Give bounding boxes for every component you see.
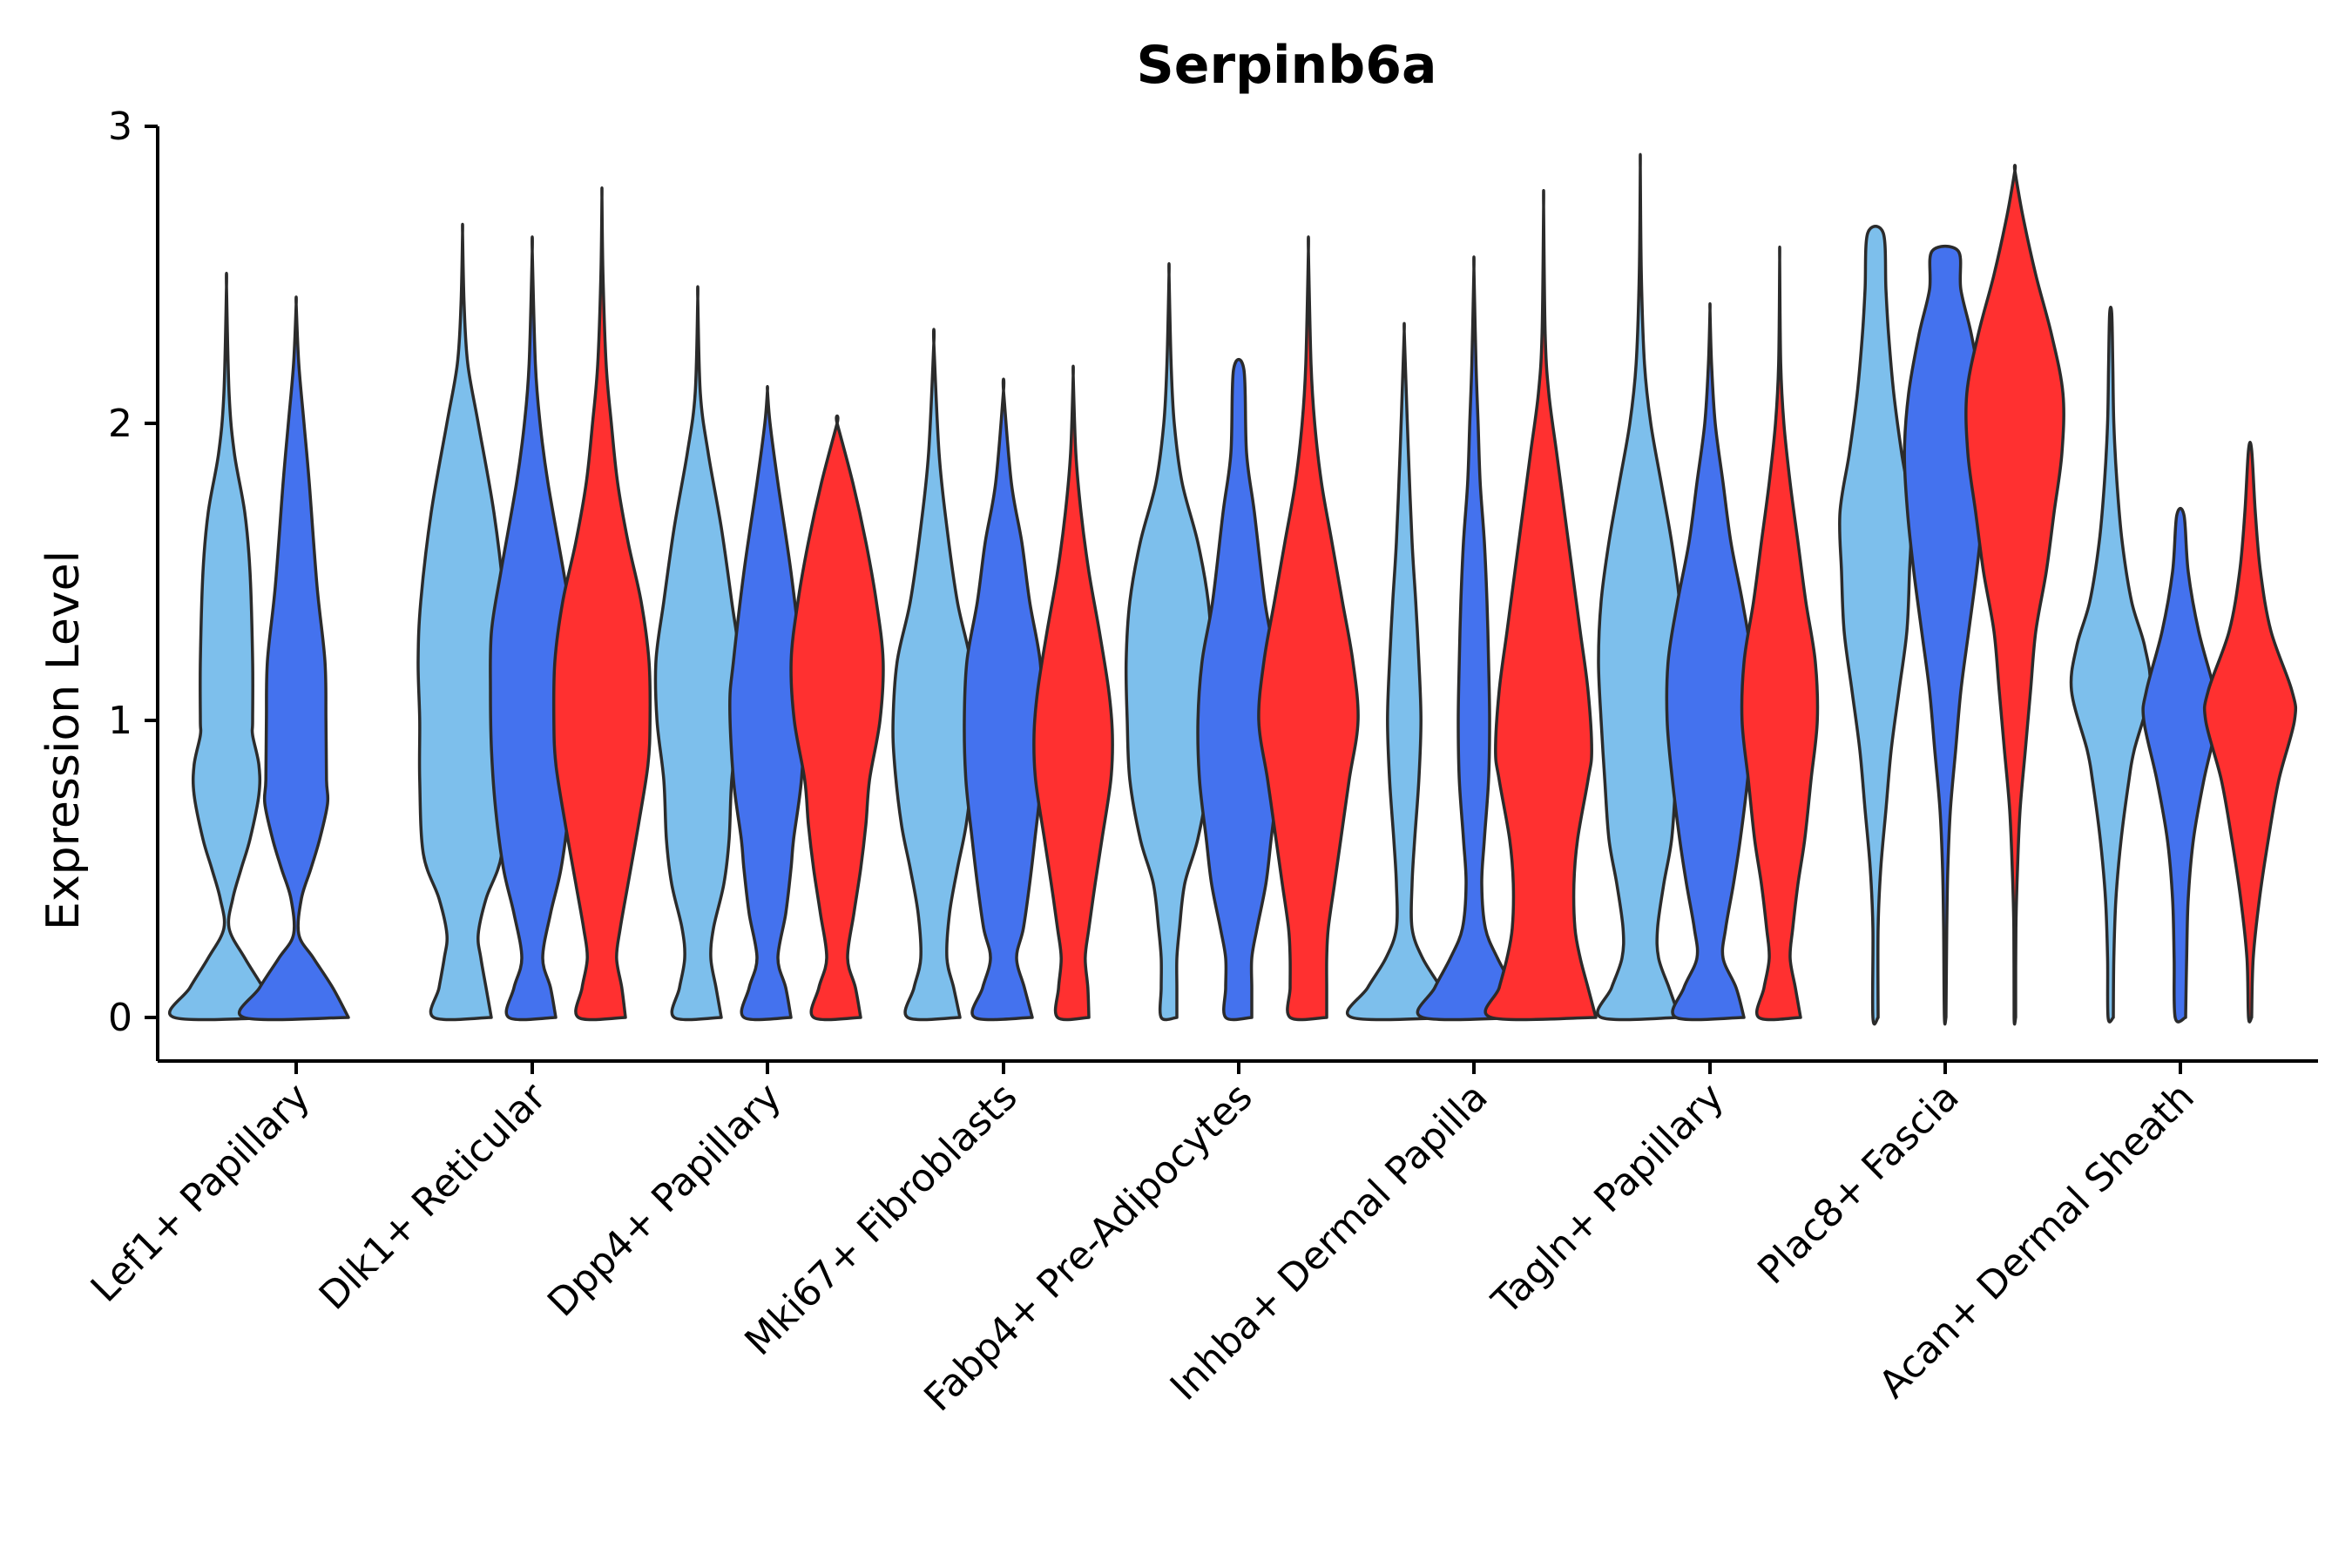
x-tick-label: Dpp4+ Papillary bbox=[539, 1075, 790, 1326]
violin-5-1 bbox=[1124, 262, 1214, 1022]
violin-3-3 bbox=[789, 414, 885, 1022]
violin-9-1 bbox=[2069, 305, 2153, 1024]
x-tick-label: Plac8+ Fascia bbox=[1749, 1075, 1968, 1294]
chart-title: Serpinb6a bbox=[1137, 35, 1437, 96]
y-tick-label: 3 bbox=[108, 105, 132, 149]
violin-9-3 bbox=[2202, 441, 2298, 1024]
violin-6-3 bbox=[1484, 188, 1598, 1022]
violins-group bbox=[167, 152, 2298, 1026]
violin-1-2 bbox=[237, 295, 350, 1022]
violin-6-1 bbox=[1345, 321, 1458, 1022]
x-tick-label: Tagln+ Papillary bbox=[1484, 1075, 1733, 1324]
y-ticks-group: 0 1 2 3 bbox=[108, 105, 158, 1040]
y-axis-label: Expression Level bbox=[37, 551, 90, 930]
violin-2-3 bbox=[551, 186, 652, 1022]
violin-7-2 bbox=[1665, 302, 1755, 1022]
x-tick-label: Lef1+ Papillary bbox=[83, 1075, 319, 1311]
violin-4-1 bbox=[891, 328, 977, 1022]
violin-6-2 bbox=[1416, 255, 1527, 1022]
violin-5-2 bbox=[1196, 357, 1281, 1022]
violin-1-1 bbox=[167, 272, 280, 1022]
violin-4-2 bbox=[963, 377, 1044, 1022]
violin-5-3 bbox=[1257, 235, 1360, 1022]
x-tick-label: Dlk1+ Reticular bbox=[311, 1074, 556, 1319]
violin-4-3 bbox=[1032, 364, 1114, 1022]
violin-3-2 bbox=[728, 385, 807, 1022]
violin-9-2 bbox=[2141, 506, 2220, 1024]
y-tick-label: 1 bbox=[108, 699, 132, 743]
violin-7-1 bbox=[1596, 152, 1684, 1022]
y-tick-label: 2 bbox=[108, 402, 132, 446]
y-tick-label: 0 bbox=[108, 996, 132, 1040]
violin-8-1 bbox=[1837, 224, 1914, 1026]
violin-7-3 bbox=[1740, 245, 1820, 1022]
violin-3-1 bbox=[653, 285, 742, 1022]
violin-8-3 bbox=[1964, 163, 2065, 1026]
